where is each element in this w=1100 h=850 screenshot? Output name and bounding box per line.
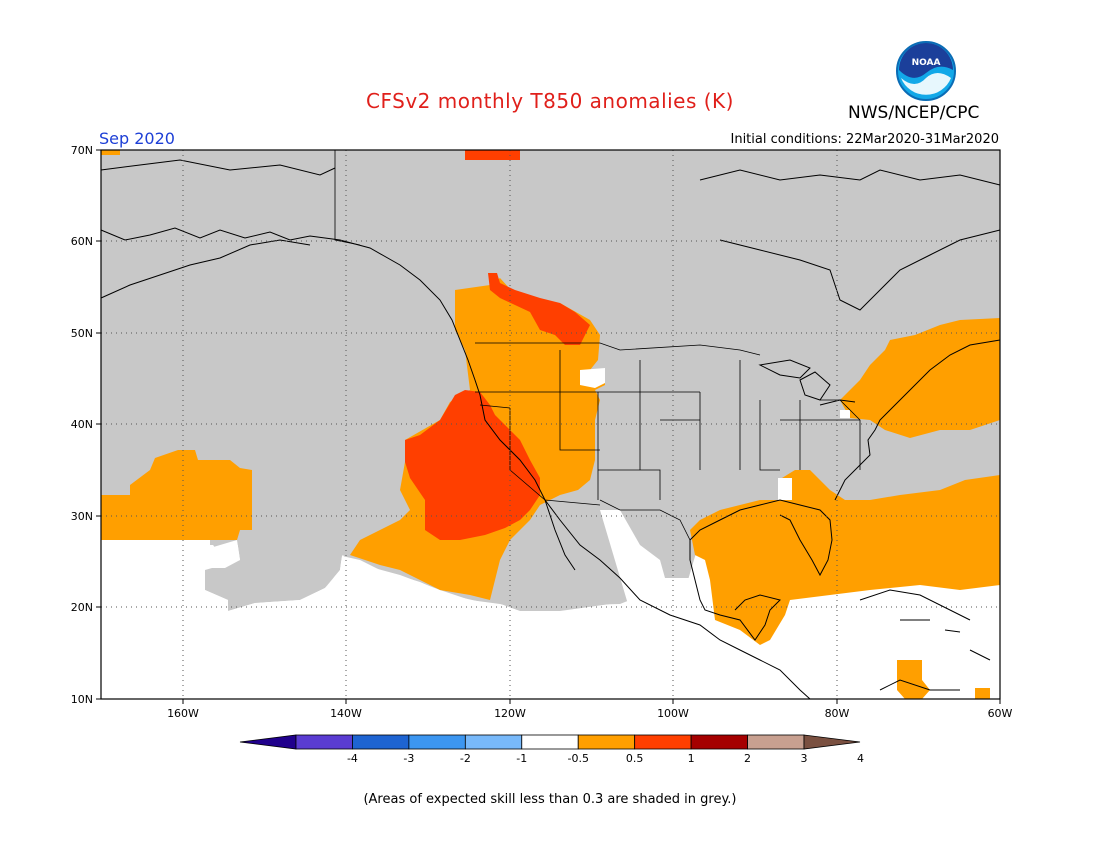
lon-label: 100W — [657, 707, 689, 720]
initial-conditions: Initial conditions: 22Mar2020-31Mar2020 — [730, 132, 1000, 147]
legend-swatch — [352, 734, 410, 750]
legend-tick-labels: -4 -3 -2 -1 -0.5 0.5 1 2 3 4 — [347, 752, 864, 765]
legend-tick-label: 1 — [688, 752, 695, 765]
lat-label: 70N — [71, 144, 93, 157]
legend-tick-label: 4 — [857, 752, 864, 765]
anomaly-1-2 — [405, 150, 590, 540]
skill-white-south — [101, 611, 1000, 699]
legend-tick-label: -2 — [460, 752, 471, 765]
coastlines — [100, 159, 1001, 700]
legend-tick-label: -0.5 — [567, 752, 588, 765]
latitude-labels: 10N 20N 30N 40N 50N 60N 70N — [71, 144, 93, 706]
forecast-period: Sep 2020 — [99, 129, 175, 148]
legend-arrow-high — [803, 734, 861, 750]
lon-label: 80W — [825, 707, 850, 720]
lon-label: 60W — [988, 707, 1013, 720]
near-normal-specks — [580, 368, 850, 500]
lat-label: 30N — [71, 510, 93, 523]
skill-white-west — [101, 540, 500, 611]
great-lakes — [758, 359, 856, 406]
low-skill-pacific-south — [101, 545, 345, 603]
lon-label: 120W — [494, 707, 526, 720]
lat-label: 10N — [71, 693, 93, 706]
legend-tick-label: 0.5 — [626, 752, 644, 765]
noaa-logo: NOAA — [896, 41, 956, 101]
longitude-labels: 160W 140W 120W 100W 80W 60W — [167, 707, 1012, 720]
legend-swatch — [295, 734, 353, 750]
legend-swatch — [464, 734, 523, 750]
lat-label: 60N — [71, 235, 93, 248]
legend-swatch — [634, 734, 692, 750]
lat-label: 40N — [71, 418, 93, 431]
legend-arrow-low — [239, 734, 297, 750]
axis-ticks — [96, 149, 1001, 704]
skill-white-mexico — [600, 510, 705, 611]
legend-swatch — [747, 734, 805, 750]
legend-tick-label: 3 — [801, 752, 808, 765]
lon-label: 140W — [330, 707, 362, 720]
legend-tick-label: -1 — [516, 752, 527, 765]
legend-tick-label: -3 — [403, 752, 414, 765]
political-borders — [334, 150, 861, 541]
lon-label: 160W — [167, 707, 199, 720]
legend-tick-label: -4 — [347, 752, 358, 765]
legend-swatch — [690, 734, 748, 750]
legend-tick-label: 2 — [744, 752, 751, 765]
chart-title: CFSv2 monthly T850 anomalies (K) — [366, 89, 734, 113]
color-legend — [239, 734, 861, 750]
agency-label: NWS/NCEP/CPC — [848, 103, 980, 123]
legend-swatch — [577, 734, 636, 750]
svg-text:NOAA: NOAA — [912, 58, 941, 68]
lat-label: 50N — [71, 327, 93, 340]
legend-swatch — [521, 734, 579, 750]
legend-swatch — [408, 734, 466, 750]
lat-label: 20N — [71, 601, 93, 614]
skill-footnote: (Areas of expected skill less than 0.3 a… — [363, 792, 737, 807]
